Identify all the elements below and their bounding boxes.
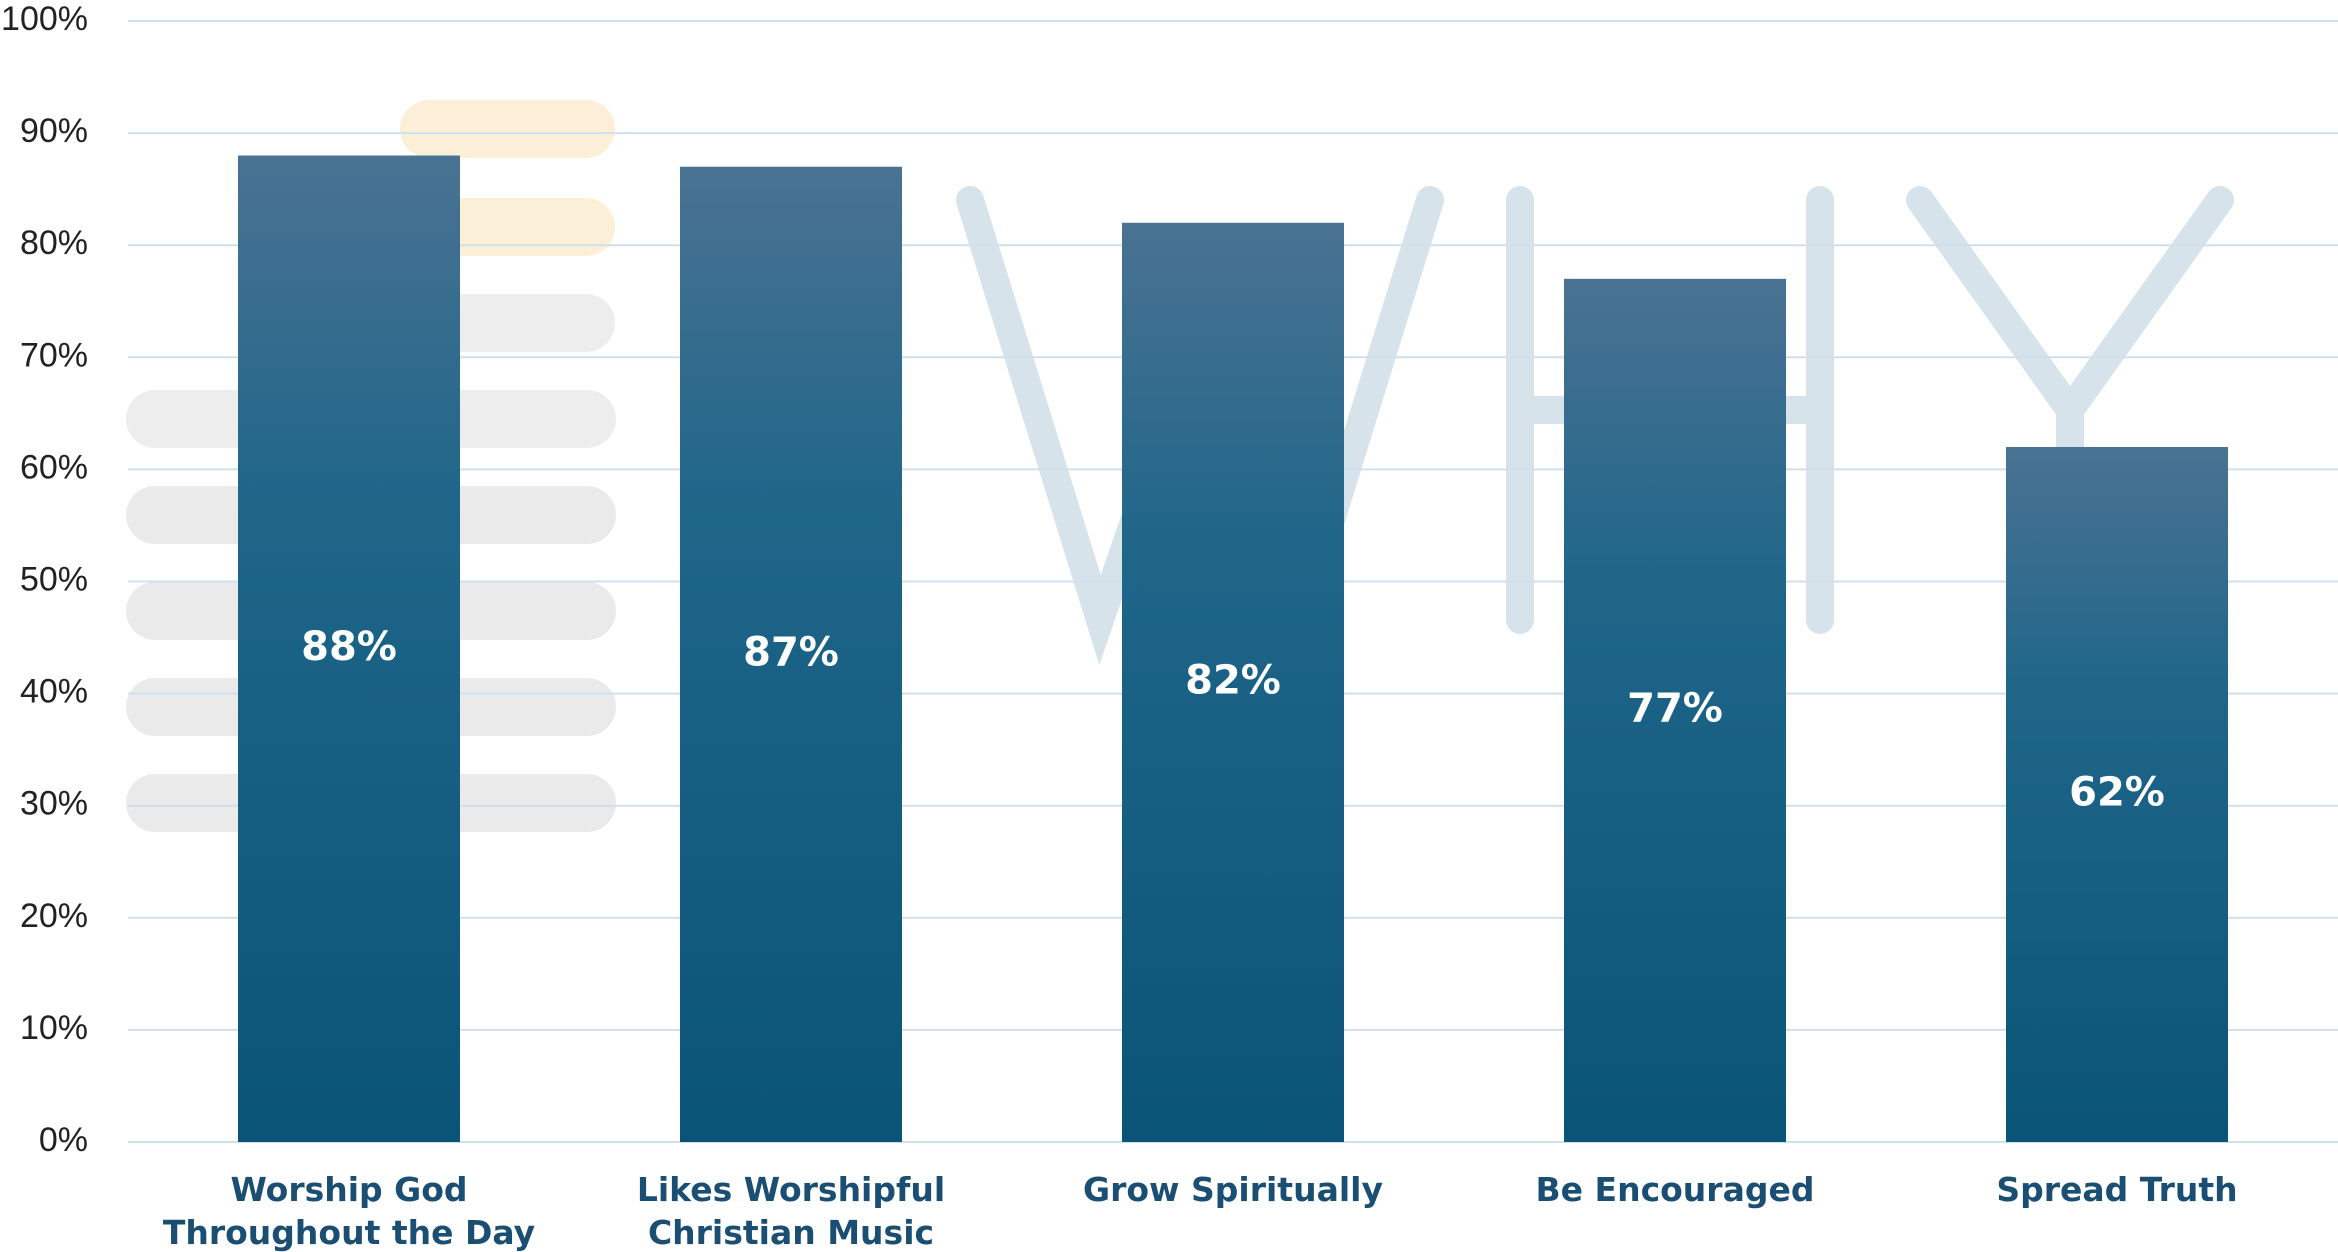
y-tick-label: 10% <box>20 1009 88 1047</box>
x-tick-label: Worship God Throughout the Day <box>162 1170 536 1252</box>
value-label: 88% <box>301 624 397 670</box>
y-tick-label: 70% <box>20 336 88 374</box>
y-tick-label: 50% <box>20 560 88 598</box>
value-label: 77% <box>1627 685 1723 731</box>
x-tick-label: Spread Truth <box>1996 1170 2238 1209</box>
y-tick-label: 0% <box>39 1121 88 1159</box>
value-label: 87% <box>743 629 839 675</box>
value-label: 82% <box>1185 657 1281 703</box>
y-tick-label: 60% <box>20 448 88 486</box>
bar <box>1122 222 1344 1142</box>
y-tick-label: 80% <box>20 224 88 262</box>
x-tick-label: Likes Worshipful Christian Music <box>636 1170 946 1252</box>
x-tick-label: Grow Spiritually <box>1083 1170 1383 1209</box>
y-tick-label: 20% <box>20 897 88 935</box>
bar <box>2006 446 2228 1143</box>
bar <box>680 166 902 1143</box>
y-tick-label: 90% <box>20 112 88 150</box>
value-label: 62% <box>2069 769 2165 815</box>
y-tick-label: 30% <box>20 785 88 823</box>
x-tick-label: Be Encouraged <box>1535 1170 1815 1209</box>
y-tick-label: 40% <box>20 673 88 711</box>
y-tick-label: 100% <box>1 0 88 38</box>
bar <box>238 155 460 1142</box>
bar <box>1564 278 1786 1143</box>
